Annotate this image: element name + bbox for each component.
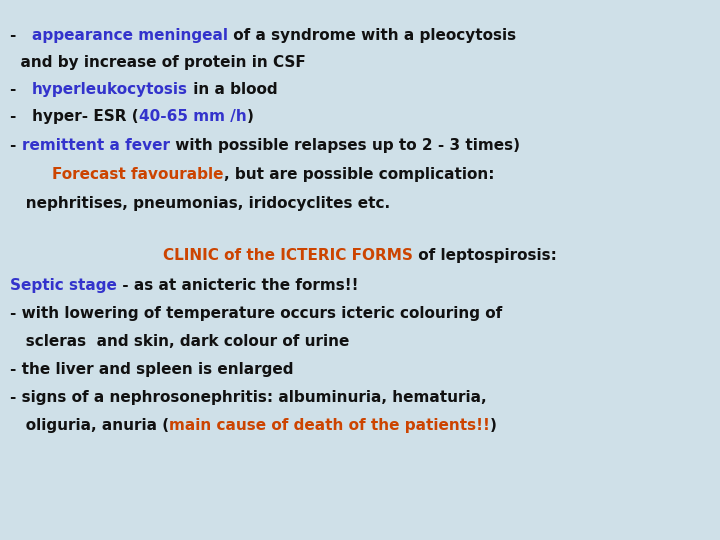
Text: main cause of death of the patients!!: main cause of death of the patients!! <box>169 418 490 433</box>
Text: and by increase of protein in CSF: and by increase of protein in CSF <box>10 55 306 70</box>
Text: appearance meningeal: appearance meningeal <box>32 28 228 43</box>
Text: ): ) <box>246 109 253 124</box>
Text: Septic stage: Septic stage <box>10 278 117 293</box>
Text: -: - <box>10 28 32 43</box>
Text: 40-65 mm /h: 40-65 mm /h <box>139 109 246 124</box>
Text: - as at anicteric the forms!!: - as at anicteric the forms!! <box>117 278 359 293</box>
Text: -: - <box>10 82 32 97</box>
Text: hyperleukocytosis: hyperleukocytosis <box>32 82 188 97</box>
Text: -   hyper- ESR (: - hyper- ESR ( <box>10 109 139 124</box>
Text: in a blood: in a blood <box>188 82 278 97</box>
Text: - the liver and spleen is enlarged: - the liver and spleen is enlarged <box>10 362 294 377</box>
Text: with possible relapses up to 2 - 3 times): with possible relapses up to 2 - 3 times… <box>170 138 520 153</box>
Text: -: - <box>10 138 22 153</box>
Text: of leptospirosis:: of leptospirosis: <box>413 248 557 263</box>
Text: oliguria, anuria (: oliguria, anuria ( <box>10 418 169 433</box>
Text: , but are possible complication:: , but are possible complication: <box>223 167 494 182</box>
Text: ): ) <box>490 418 497 433</box>
Text: nephritises, pneumonias, iridocyclites etc.: nephritises, pneumonias, iridocyclites e… <box>10 196 390 211</box>
Text: CLINIC of the ICTERIC FORMS: CLINIC of the ICTERIC FORMS <box>163 248 413 263</box>
Text: - with lowering of temperature occurs icteric colouring of: - with lowering of temperature occurs ic… <box>10 306 503 321</box>
Text: Forecast favourable: Forecast favourable <box>52 167 223 182</box>
Text: scleras  and skin, dark colour of urine: scleras and skin, dark colour of urine <box>10 334 349 349</box>
Text: remittent a fever: remittent a fever <box>22 138 170 153</box>
Text: - signs of a nephrosonephritis: albuminuria, hematuria,: - signs of a nephrosonephritis: albuminu… <box>10 390 487 405</box>
Text: of a syndrome with a pleocytosis: of a syndrome with a pleocytosis <box>228 28 516 43</box>
